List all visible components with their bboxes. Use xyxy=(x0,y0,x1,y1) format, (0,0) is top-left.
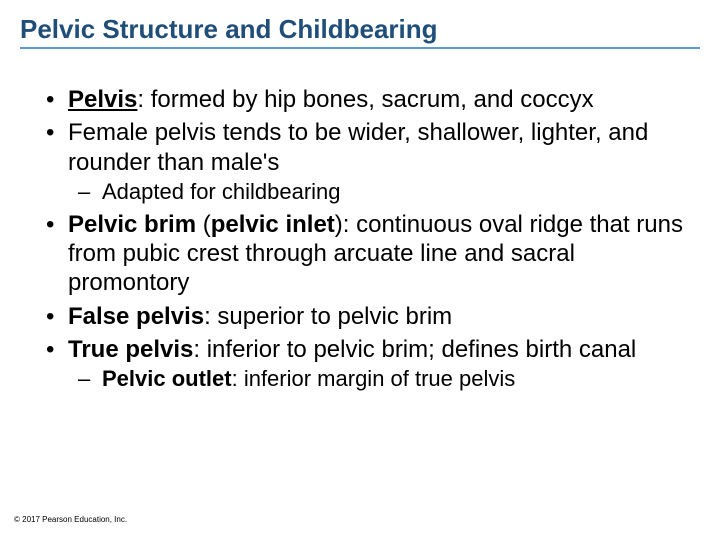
slide-container: Pelvic Structure and Childbearing Pelvis… xyxy=(0,0,720,540)
bullet-list-level2: Adapted for childbearing xyxy=(78,179,690,206)
text-span: False pelvis xyxy=(68,303,204,330)
text-span: True pelvis xyxy=(68,336,193,363)
text-span: ( xyxy=(196,211,211,238)
text-span: Adapted for childbearing xyxy=(102,179,341,204)
slide-body: Pelvis: formed by hip bones, sacrum, and… xyxy=(20,49,700,393)
text-span: Pelvis xyxy=(68,86,137,113)
text-span: : superior to pelvic brim xyxy=(204,303,452,330)
text-span: : inferior margin of true pelvis xyxy=(232,366,516,391)
text-span: pelvic inlet xyxy=(211,211,335,238)
bullet-item: Pelvis: formed by hip bones, sacrum, and… xyxy=(46,85,690,114)
text-span: : formed by hip bones, sacrum, and coccy… xyxy=(137,86,593,113)
copyright-text: © 2017 Pearson Education, Inc. xyxy=(14,515,127,524)
slide-title: Pelvic Structure and Childbearing xyxy=(20,14,700,49)
text-span: Pelvic outlet xyxy=(102,366,232,391)
sub-bullet-item: Pelvic outlet: inferior margin of true p… xyxy=(78,366,690,393)
text-span: Pelvic brim xyxy=(68,211,196,238)
bullet-item: Pelvic brim (pelvic inlet): continuous o… xyxy=(46,210,690,298)
bullet-list-level1: Pelvis: formed by hip bones, sacrum, and… xyxy=(46,85,690,393)
bullet-item: Female pelvis tends to be wider, shallow… xyxy=(46,118,690,205)
bullet-item: False pelvis: superior to pelvic brim xyxy=(46,302,690,331)
text-span: Female pelvis tends to be wider, shallow… xyxy=(68,119,648,175)
bullet-item: True pelvis: inferior to pelvic brim; de… xyxy=(46,335,690,393)
sub-bullet-item: Adapted for childbearing xyxy=(78,179,690,206)
bullet-list-level2: Pelvic outlet: inferior margin of true p… xyxy=(78,366,690,393)
text-span: : inferior to pelvic brim; defines birth… xyxy=(193,336,636,363)
